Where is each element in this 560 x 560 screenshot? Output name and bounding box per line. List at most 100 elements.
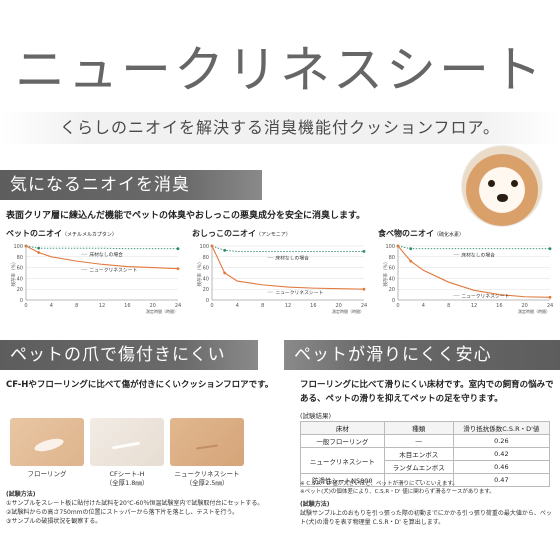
x-tick-label: 8 bbox=[261, 303, 264, 309]
chart-title: おしっこのニオイ bbox=[192, 229, 256, 238]
y-tick-label: 60 bbox=[389, 266, 395, 272]
series-line bbox=[25, 245, 179, 270]
table-cell: ― bbox=[383, 434, 454, 448]
data-point bbox=[24, 244, 28, 248]
sample-label-name: ニュークリネスシート bbox=[174, 470, 240, 478]
x-tick-label: 16 bbox=[496, 303, 502, 309]
chart-urine-odor: おしっこのニオイ（アンモニア） 0 20 40 60 80 100 0 4 8 12 16 20 24 測… bbox=[192, 228, 372, 318]
x-tick-label: 0 bbox=[396, 303, 399, 309]
table-cell: 0.42 bbox=[452, 447, 551, 461]
table-row: 一般フローリング ― 0.26 bbox=[300, 434, 551, 448]
data-point bbox=[37, 246, 41, 250]
y-tick-label: 100 bbox=[385, 244, 395, 250]
table-cell: 木目エンボス bbox=[383, 447, 454, 461]
dog-eye-right bbox=[511, 180, 518, 187]
deodorant-description: 表面クリア層に練込んだ機能でペットの体臭やおしっこの悪臭成分を安全に消臭します。 bbox=[6, 211, 366, 221]
chart-title-paren: （メチルメルカプタン） bbox=[62, 232, 117, 238]
note-line: ※ C.S.R・D'値が大きいほど、ペットが滑りにくいといえます。 bbox=[300, 481, 458, 487]
chart-food-odor: 食べ物のニオイ（硫化水素） 0 20 40 60 80 100 0 4 8 12 16 20 24 測定時… bbox=[378, 228, 558, 318]
y-tick-label: 20 bbox=[17, 287, 23, 293]
slip-test-method: (試験方法) 試験サンプル上のおもりを引っ張った際の初動までにかかる引っ張り荷重… bbox=[300, 500, 556, 527]
y-tick-label: 100 bbox=[199, 244, 209, 250]
series-label: 床材なしの場合 bbox=[461, 252, 495, 259]
x-axis-label: 測定時間（時間） bbox=[146, 308, 178, 314]
results-heading: (試験結果) bbox=[300, 412, 332, 420]
x-tick-label: 16 bbox=[124, 303, 130, 309]
series-label: ニュークリネスシート bbox=[89, 267, 137, 273]
table-cell: 一般フローリング bbox=[300, 434, 385, 448]
scratch-heading: ペットの爪で傷付きにくい bbox=[0, 340, 258, 370]
y-tick-label: 80 bbox=[17, 255, 23, 261]
data-point bbox=[176, 247, 180, 251]
data-point bbox=[37, 251, 41, 254]
sample-label-name: フローリング bbox=[27, 470, 67, 478]
y-tick-label: 0 bbox=[206, 298, 209, 304]
x-tick-label: 4 bbox=[236, 303, 239, 309]
table-header: 種類 bbox=[383, 421, 454, 435]
x-tick-label: 0 bbox=[24, 303, 27, 309]
table-cell: 0.47 bbox=[452, 473, 551, 487]
table-row: 防滑性シートNS800 ― 0.47 bbox=[300, 473, 551, 487]
x-tick-label: 12 bbox=[285, 303, 291, 309]
y-tick-label: 40 bbox=[203, 276, 209, 282]
slip-results-table: 床材 種類 滑り抵抗係数C.S.R・D'値 一般フローリング ― 0.26 ニュ… bbox=[300, 421, 551, 487]
dog-eye-left bbox=[488, 180, 495, 187]
series-label: ニュークリネスシート bbox=[275, 290, 323, 296]
page-title: ニュークリネスシート bbox=[15, 41, 545, 99]
x-axis-label: 測定時間（時間） bbox=[332, 308, 364, 314]
scratch-mark bbox=[33, 436, 65, 454]
data-point bbox=[223, 248, 227, 252]
series-line bbox=[211, 245, 365, 290]
series-label: 床材なしの場合 bbox=[89, 251, 123, 258]
x-tick-label: 24 bbox=[547, 303, 553, 309]
data-point bbox=[362, 250, 366, 253]
data-point bbox=[548, 295, 552, 299]
data-point bbox=[210, 244, 214, 248]
slip-notes: ※ C.S.R・D'値が大きいほど、ペットが滑りにくいといえます。 ※ペット(犬… bbox=[300, 480, 555, 496]
slip-heading: ペットが滑りにくく安心 bbox=[284, 340, 560, 370]
method-line: ②試験料からの高さ750mmの位置にストッパーから落下片を落とし、テストを行う。 bbox=[6, 509, 239, 516]
scratch-description: CF-Hやフローリングに比べて傷が付きにくいクッションフロアです。 bbox=[6, 380, 274, 390]
chart-title: ペットのニオイ bbox=[6, 229, 62, 238]
scratch-mark bbox=[111, 441, 141, 450]
table-header: 床材 bbox=[300, 421, 385, 435]
data-point bbox=[396, 244, 400, 248]
table-cell: ランダムエンボス bbox=[383, 460, 454, 474]
chart-title-paren: （硫化水素） bbox=[434, 232, 465, 238]
scratch-mark bbox=[195, 444, 219, 450]
series-line bbox=[397, 245, 550, 250]
data-point bbox=[176, 267, 180, 271]
series-label: 床材なしの場合 bbox=[275, 254, 309, 261]
x-tick-label: 20 bbox=[149, 303, 155, 309]
data-point bbox=[362, 287, 366, 291]
y-axis-label: 残存率（％） bbox=[196, 260, 203, 287]
page-subtitle: くらしのニオイを解決する消臭機能付クッションフロア。 bbox=[0, 112, 560, 144]
x-tick-label: 8 bbox=[75, 303, 78, 309]
y-tick-label: 40 bbox=[17, 276, 23, 282]
method-line: ③サンプルの破損状況を観察する。 bbox=[6, 518, 102, 525]
method-heading: (試験方法) bbox=[6, 491, 36, 498]
y-tick-label: 60 bbox=[17, 266, 23, 272]
sample-new-cleaness-image bbox=[170, 418, 244, 466]
data-point bbox=[223, 271, 227, 275]
method-heading: (試験方法) bbox=[300, 501, 330, 508]
x-tick-label: 20 bbox=[335, 303, 341, 309]
data-point bbox=[548, 247, 552, 251]
method-text: 試験サンプル上のおもりを引っ張った際の初動までにかかる引っ張り荷重の最大値から、… bbox=[300, 510, 552, 526]
y-tick-label: 0 bbox=[20, 298, 23, 304]
table-cell: 防滑性シートNS800 bbox=[300, 473, 385, 487]
deodorant-heading: 気になるニオイを消臭 bbox=[0, 170, 262, 200]
series-line bbox=[397, 245, 551, 298]
dog-photo bbox=[461, 145, 543, 227]
x-tick-label: 12 bbox=[471, 303, 477, 309]
slip-description: フローリングに比べて滑りにくい床材です。室内での飼育の悩みである、ペットの滑りを… bbox=[300, 380, 554, 404]
sample-cf-sheet-image bbox=[90, 418, 164, 466]
table-header-row: 床材 種類 滑り抵抗係数C.S.R・D'値 bbox=[300, 421, 551, 435]
series-line bbox=[211, 245, 364, 252]
chart-title: 食べ物のニオイ bbox=[378, 229, 434, 238]
y-tick-label: 80 bbox=[203, 255, 209, 261]
y-axis-label: 残存率（％） bbox=[10, 260, 17, 287]
sample-label: ニュークリネスシート （全厚2.5㎜） bbox=[167, 470, 247, 488]
sample-label-sub: （全厚1.8㎜） bbox=[105, 479, 149, 487]
